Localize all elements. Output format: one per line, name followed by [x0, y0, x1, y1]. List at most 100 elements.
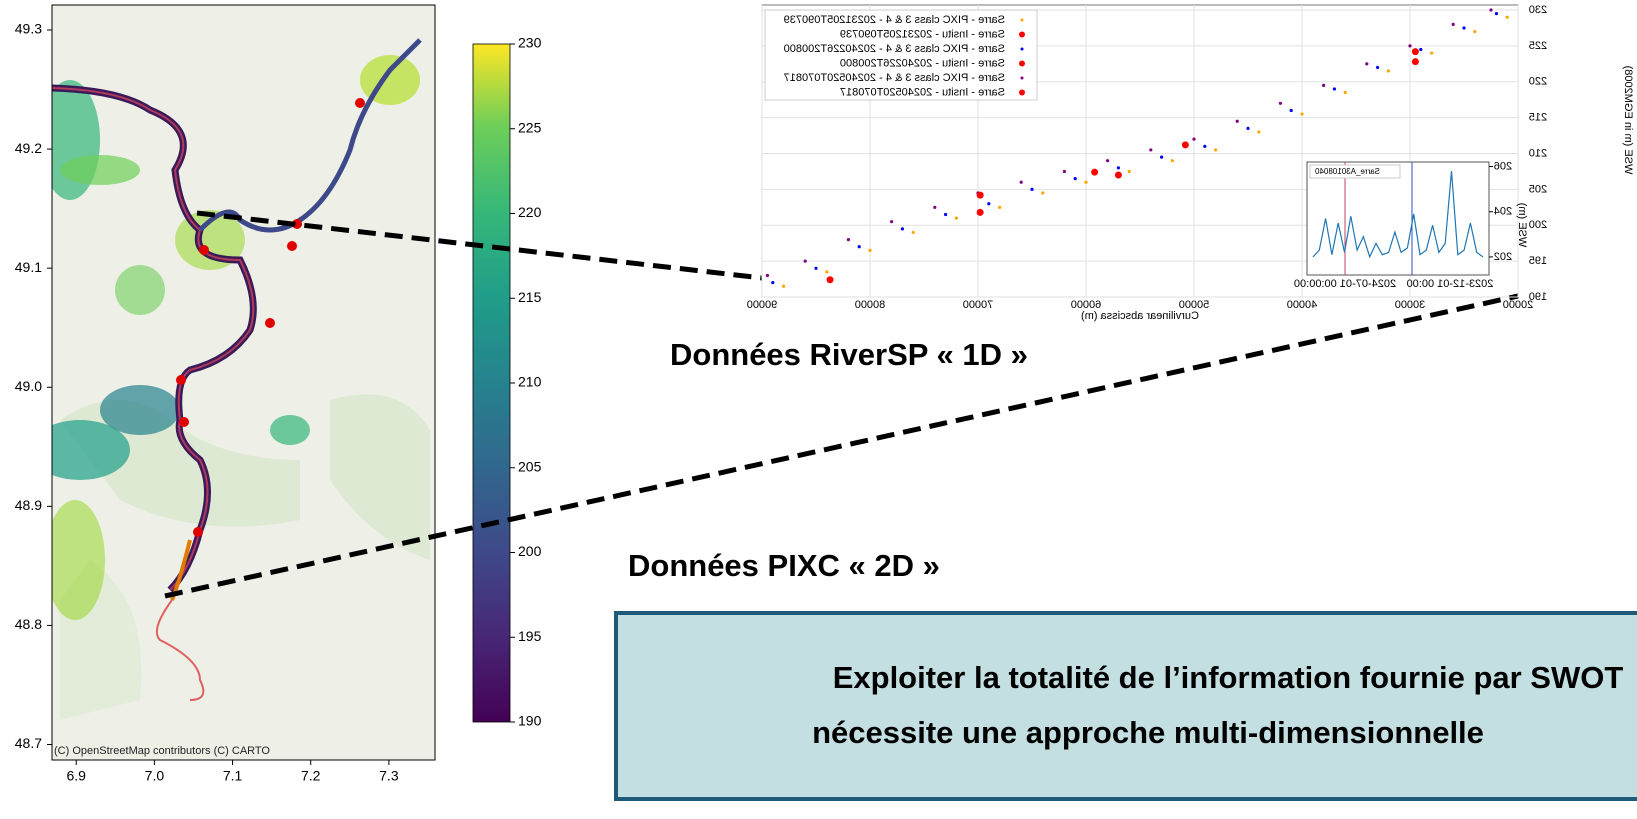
- insitu-point: [1091, 169, 1098, 176]
- pixc-point: [1365, 62, 1368, 65]
- y-tick-label: 215: [1529, 112, 1547, 124]
- legend-label: Sarre - PIXC class 3 & 4 - 20240226T2008…: [784, 43, 1005, 55]
- pixc-point: [1376, 66, 1379, 69]
- pixc-point: [1333, 87, 1336, 90]
- colorbar-tick-label: 205: [518, 458, 542, 474]
- colorbar-tick-label: 225: [518, 119, 542, 135]
- colorbar-tick-label: 200: [518, 543, 542, 559]
- pixc-point: [1279, 102, 1282, 105]
- inset-y-tick-label: 204: [1494, 206, 1512, 218]
- pixc-point: [1387, 69, 1390, 72]
- pixc-point: [987, 202, 990, 205]
- y-tick-label: 190: [1529, 291, 1547, 303]
- insitu-point: [977, 209, 984, 216]
- y-tick-label: 48.8: [15, 616, 42, 632]
- inset-x-tick-label: 2024-07-01 00:00:00: [1294, 278, 1396, 290]
- pixc-point: [1063, 170, 1066, 173]
- callout-box: Exploiter la totalité de l’information f…: [614, 611, 1637, 801]
- insitu-point: [1412, 48, 1419, 55]
- pixc-point: [1290, 109, 1293, 112]
- map-attribution: (C) OpenStreetMap contributors (C) CARTO: [54, 745, 270, 757]
- pixc-point: [1344, 91, 1347, 94]
- legend-marker: [1021, 48, 1024, 51]
- legend-marker: [1021, 19, 1024, 22]
- legend-marker: [1019, 32, 1025, 38]
- x-tick-label: 7.0: [145, 768, 165, 784]
- insitu-point: [977, 192, 984, 199]
- x-tick-label: 7.2: [301, 768, 321, 784]
- colorbar-tick-label: 220: [518, 204, 542, 220]
- pixc-point: [771, 281, 774, 284]
- legend-label: Sarre - PIXC class 3 & 4 - 20231205T0907…: [784, 14, 1005, 26]
- gauge: [265, 318, 275, 328]
- x-tick-label: 70000: [963, 299, 994, 311]
- pixc-cluster: [100, 385, 180, 435]
- inset-y-tick-label: 206: [1494, 160, 1512, 172]
- gauge: [193, 527, 203, 537]
- pixc-point: [847, 238, 850, 241]
- inset-title: Sarre_A30108040: [1315, 167, 1380, 176]
- y-tick-label: 49.2: [15, 140, 42, 156]
- gauge: [179, 417, 189, 427]
- pixc-point: [1495, 12, 1498, 15]
- insitu-point: [1412, 58, 1419, 65]
- inset-y-label: WSE (m): [1516, 203, 1528, 248]
- pixc-point: [912, 231, 915, 234]
- pixc-cluster: [270, 415, 310, 445]
- x-tick-label: 40000: [1287, 299, 1318, 311]
- legend-label: Sarre - PIXC class 3 & 4 - 20240520T0708…: [784, 72, 1005, 84]
- y-tick-label: 49.1: [15, 259, 42, 275]
- pixc-point: [1203, 145, 1206, 148]
- y-tick-label: 200: [1529, 219, 1547, 231]
- pixc-cluster: [45, 500, 105, 620]
- pixc-point: [1506, 16, 1509, 19]
- colorbar-tick-label: 215: [518, 289, 542, 305]
- pixc-point: [766, 274, 769, 277]
- insitu-point: [1182, 141, 1189, 148]
- pixc-point: [1117, 166, 1120, 169]
- inset-x-tick-label: 2023-12-01 00:00: [1407, 278, 1494, 290]
- pixc-point: [901, 227, 904, 230]
- y-tick-label: 195: [1529, 255, 1547, 267]
- gauge: [355, 98, 365, 108]
- pixc-point: [1246, 127, 1249, 130]
- gauge: [199, 245, 209, 255]
- legend-marker: [1021, 77, 1024, 80]
- gauge: [287, 241, 297, 251]
- colorbar: [473, 44, 510, 722]
- pixc-point: [1489, 8, 1492, 11]
- pixc-point: [1408, 44, 1411, 47]
- callout-line: Exploiter la totalité de l’information f…: [698, 660, 1637, 696]
- y-tick-label: 210: [1529, 147, 1547, 159]
- pixc-point: [1430, 51, 1433, 54]
- pixc-point: [825, 270, 828, 273]
- pixc-point: [1214, 148, 1217, 151]
- inset-frame: [1307, 162, 1489, 275]
- pixc-point: [1030, 188, 1033, 191]
- legend-label: Sarre - Insitu - 20231205T090739: [840, 28, 1005, 40]
- y-tick-label: 230: [1529, 4, 1547, 16]
- x-tick-label: 7.3: [379, 768, 399, 784]
- map-layer: [30, 5, 435, 760]
- x-tick-label: 6.9: [66, 768, 86, 784]
- callout-line: nécessite une approche multi-dimensionne…: [618, 715, 1637, 751]
- pixc-label: Données PIXC « 2D »: [628, 548, 940, 584]
- x-tick-label: 20000: [1503, 299, 1534, 311]
- pixc-point: [890, 220, 893, 223]
- pixc-point: [1041, 191, 1044, 194]
- pixc-point: [1084, 181, 1087, 184]
- x-tick-label: 30000: [1395, 299, 1426, 311]
- x-tick-label: 80000: [855, 299, 886, 311]
- pixc-point: [933, 206, 936, 209]
- legend-label: Sarre - Insitu - 20240226T200800: [840, 57, 1005, 69]
- pixc-point: [1452, 23, 1455, 26]
- y-tick-label: 225: [1529, 40, 1547, 52]
- pixc-point: [858, 245, 861, 248]
- gauge: [176, 375, 186, 385]
- pixc-cluster: [60, 155, 140, 185]
- colorbar-tick-label: 210: [518, 374, 542, 390]
- pixc-point: [1020, 181, 1023, 184]
- x-axis-label: Curvilinear abscissa (m): [1081, 310, 1199, 322]
- pixc-point: [1106, 159, 1109, 162]
- x-tick-label: 7.1: [223, 768, 243, 784]
